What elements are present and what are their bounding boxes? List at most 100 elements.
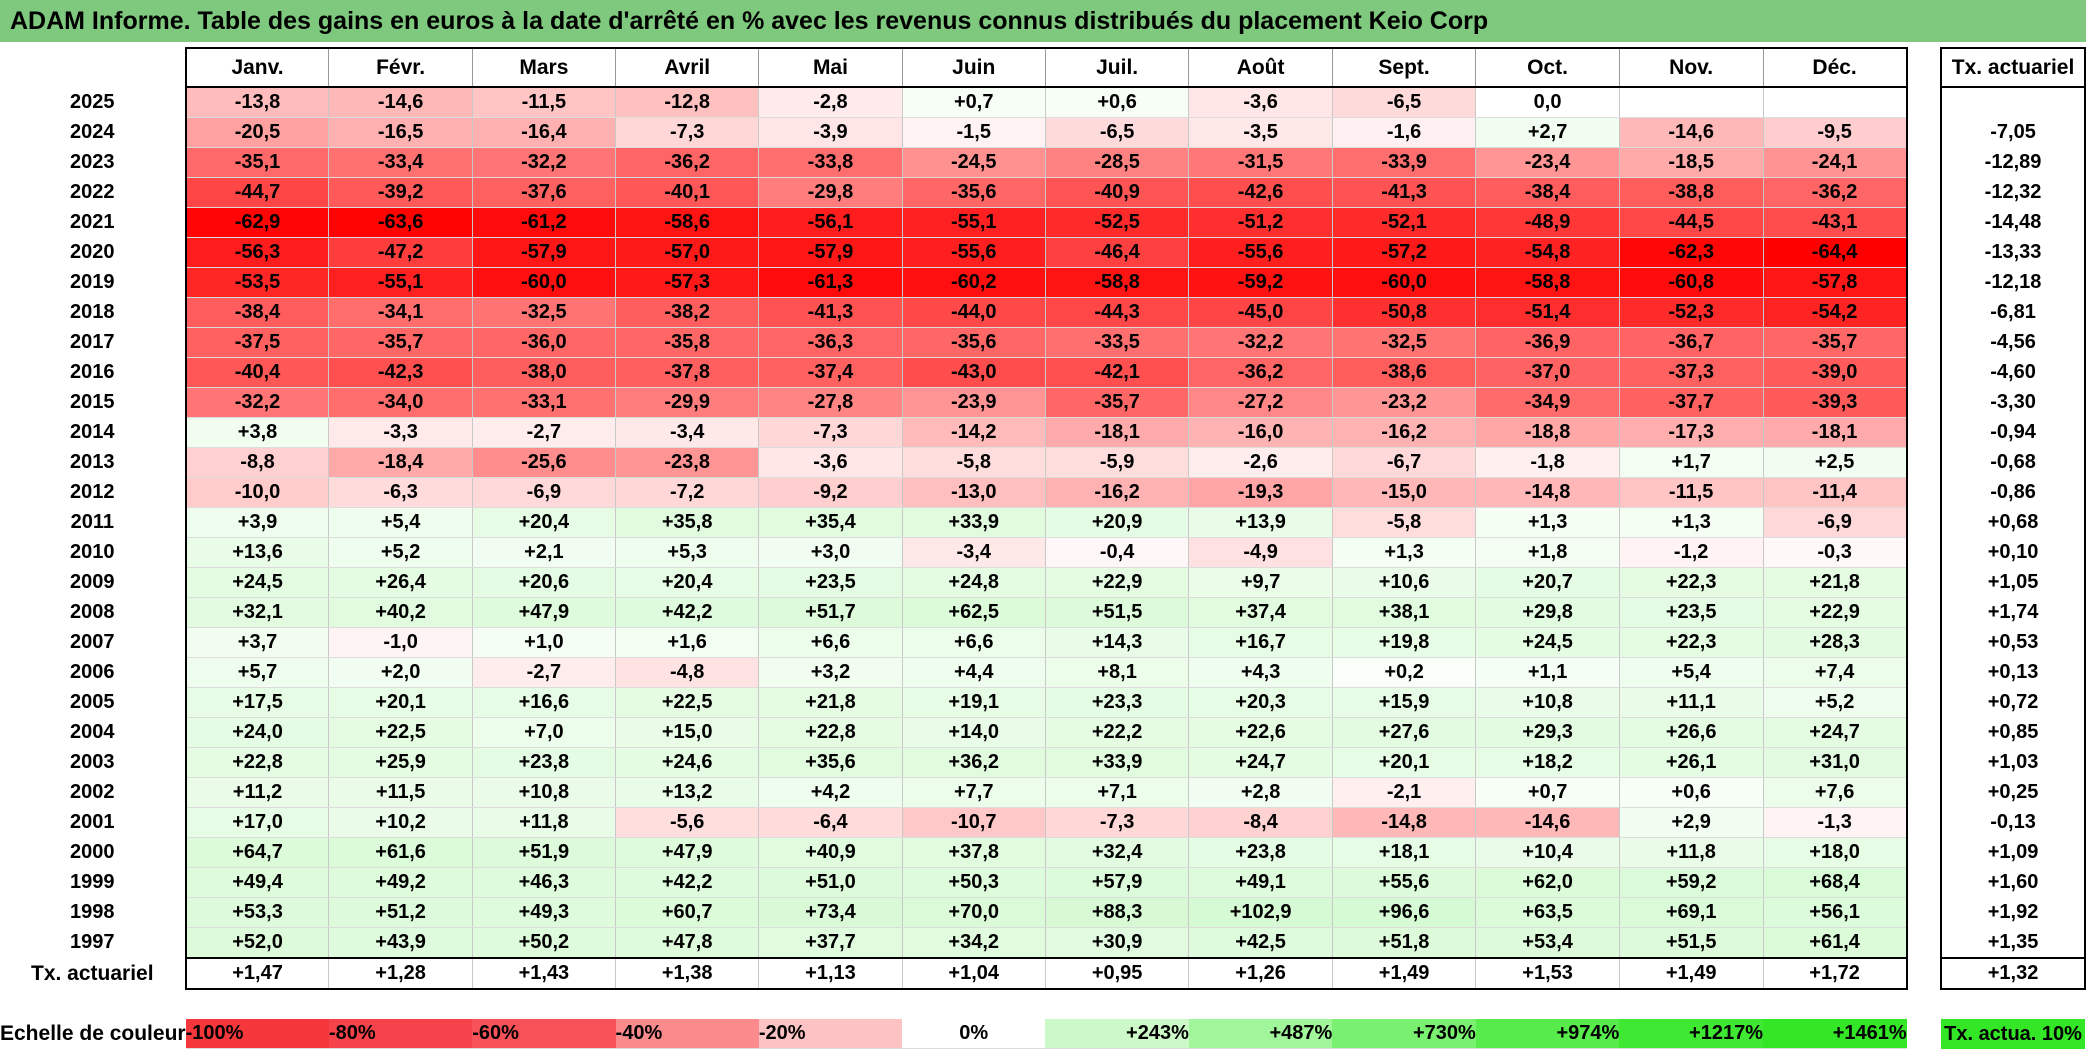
month-cell: -24,5 (901, 147, 1046, 178)
month-cell: +17,5 (184, 687, 330, 718)
month-cell: -6,9 (471, 477, 617, 508)
month-cell: -53,5 (184, 267, 330, 298)
month-cell: -38,4 (184, 297, 330, 328)
legend-label: Echelle de couleur (0, 1021, 186, 1045)
month-cell: +51,2 (328, 897, 473, 928)
year-label: 1998 (70, 901, 115, 923)
annual-rate-row-label: Tx. actuariel (31, 961, 154, 985)
column-gap (1906, 597, 1942, 628)
month-cell: -58,8 (1475, 267, 1620, 298)
year-label: 2012 (70, 481, 115, 503)
month-cell: -23,4 (1475, 147, 1620, 178)
month-cell: -37,0 (1475, 357, 1620, 388)
month-cell: -54,2 (1762, 297, 1908, 328)
month-cell: -19,3 (1188, 477, 1333, 508)
year-row: 2010 +13,6 +5,2 +2,1 +5,3 +3,0 -3,4 -0,4 -4,9 +1,… (0, 537, 2086, 568)
annual-rate-cell: -7,05 (1940, 117, 2086, 148)
column-gap (1906, 958, 1942, 989)
month-cell: -16,0 (1188, 417, 1333, 448)
month-cell: +14,3 (1044, 627, 1190, 658)
month-cell: +42,5 (1188, 927, 1333, 959)
annual-rate-cell: -0,68 (1940, 447, 2086, 478)
month-cell: +10,6 (1331, 567, 1477, 598)
column-gap (1906, 507, 1942, 538)
year-row: 1999 +49,4 +49,2 +46,3 +42,2 +51,0 +50,3 +57,9 +… (0, 867, 2086, 898)
year-row: 2019 -53,5 -55,1 -60,0 -57,3 -61,3 -60,2 -58,8-… (0, 267, 2086, 298)
month-cell: -37,3 (1618, 357, 1764, 388)
month-cell: -35,7 (1044, 387, 1190, 418)
month-cell: +22,8 (758, 717, 903, 748)
month-cell: +27,6 (1331, 717, 1477, 748)
month-cell: +23,8 (1188, 837, 1333, 868)
month-cell: +1,8 (1475, 537, 1620, 568)
month-cell: -41,3 (1331, 177, 1477, 208)
month-cell: -2,8 (758, 87, 903, 118)
month-cell: -7,3 (615, 117, 760, 148)
month-cell: -44,7 (184, 177, 330, 208)
month-header: Sept. (1331, 47, 1477, 88)
column-gap (1906, 357, 1942, 388)
month-cell: +51,7 (758, 597, 903, 628)
month-cell: +53,4 (1475, 927, 1620, 959)
annual-rate-cell: -3,30 (1940, 387, 2086, 418)
column-gap (1906, 897, 1942, 928)
year-label: 2010 (70, 541, 115, 563)
month-cell: +24,7 (1188, 747, 1333, 778)
month-cell: -14,8 (1475, 477, 1620, 508)
month-cell: +37,8 (901, 837, 1046, 868)
year-row: 2013 -8,8 -18,4 -25,6 -23,8 -3,6 -5,8 -5,9 -2,6-… (0, 447, 2086, 478)
legend-spacer (0, 989, 2085, 1019)
month-cell: -33,5 (1044, 327, 1190, 358)
month-cell: -8,8 (184, 447, 330, 478)
year-label: 2017 (70, 331, 115, 353)
month-cell: -39,2 (328, 177, 473, 208)
month-cell: -37,6 (471, 177, 617, 208)
column-gap (1906, 48, 1942, 87)
column-gap (1906, 267, 1942, 298)
month-cell: +31,0 (1762, 747, 1908, 778)
year-label: 2021 (70, 211, 115, 233)
year-label: 2005 (70, 691, 115, 713)
month-cell: -0,4 (1044, 537, 1190, 568)
month-cell: +38,1 (1331, 597, 1477, 628)
year-label: 2014 (70, 421, 115, 443)
month-cell: -42,6 (1188, 177, 1333, 208)
annual-rate-cell: -13,33 (1940, 237, 2086, 268)
month-cell: -36,7 (1618, 327, 1764, 358)
month-cell: -60,8 (1618, 267, 1764, 298)
month-cell: -37,5 (184, 327, 330, 358)
annual-rate-cell: +1,60 (1940, 867, 2086, 898)
month-cell: +57,9 (1044, 867, 1190, 898)
month-cell: -1,3 (1762, 807, 1908, 838)
month-header: Mars (471, 47, 617, 88)
month-cell: -9,5 (1762, 117, 1908, 148)
month-cell: -11,5 (1618, 477, 1764, 508)
month-cell: +24,6 (615, 747, 760, 778)
year-row: 2025 -13,8 -14,6 -11,5 -12,8 -2,8 +0,7 +0,6 -3,6… (0, 87, 2086, 118)
month-cell: -32,2 (184, 387, 330, 418)
month-cell: +2,5 (1762, 447, 1908, 478)
year-row: 2018 -38,4 -34,1 -32,5 -38,2 -41,3 -44,0 -44,3-… (0, 297, 2086, 328)
column-gap (1906, 207, 1942, 238)
month-cell: +2,0 (328, 657, 473, 688)
month-annual-rate-cell: +1,28 (328, 957, 473, 990)
month-cell: -55,6 (901, 237, 1046, 268)
month-cell: -42,1 (1044, 357, 1190, 388)
column-gap (1906, 417, 1942, 448)
month-cell: +5,2 (328, 537, 473, 568)
month-header: Avril (615, 47, 760, 88)
month-cell: -62,3 (1618, 237, 1764, 268)
month-cell: +6,6 (901, 627, 1046, 658)
month-cell: -35,1 (184, 147, 330, 178)
month-header: Janv. (184, 47, 330, 88)
month-cell: -64,4 (1762, 237, 1908, 268)
month-cell: -44,3 (1044, 297, 1190, 328)
month-cell: +11,2 (184, 777, 330, 808)
month-cell: +20,7 (1475, 567, 1620, 598)
month-cell: +20,1 (1331, 747, 1477, 778)
month-cell: +0,7 (901, 87, 1046, 118)
month-cell: +56,1 (1762, 897, 1908, 928)
month-cell: 0,0 (1475, 87, 1620, 118)
month-cell: +17,0 (184, 807, 330, 838)
month-cell: +68,4 (1762, 867, 1908, 898)
